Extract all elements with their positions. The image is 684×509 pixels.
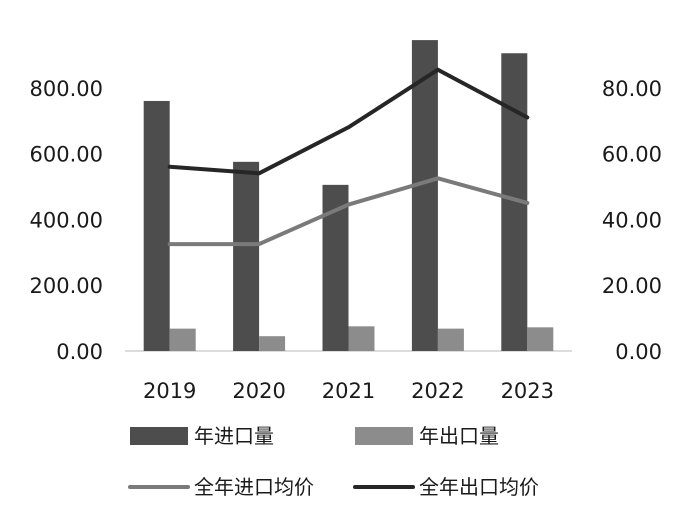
x-tick-label: 2019 bbox=[143, 379, 196, 403]
bar bbox=[348, 326, 375, 351]
x-tick-label: 2022 bbox=[411, 379, 464, 403]
bar bbox=[143, 100, 170, 352]
bar bbox=[259, 336, 286, 351]
legend-label: 年进口量 bbox=[194, 424, 274, 448]
left-tick-label: 400.00 bbox=[30, 208, 103, 232]
left-tick-label: 0.00 bbox=[56, 340, 103, 364]
bar bbox=[527, 327, 554, 351]
bar bbox=[169, 328, 196, 351]
x-tick-label: 2023 bbox=[501, 379, 554, 403]
left-axis-ticks: 0.00 200.00 400.00 600.00 800.00 bbox=[30, 77, 103, 364]
x-tick-label: 2020 bbox=[232, 379, 285, 403]
x-axis-ticks: 2019 2020 2021 2022 2023 bbox=[143, 379, 554, 403]
bars bbox=[143, 40, 554, 352]
right-tick-label: 40.00 bbox=[602, 208, 662, 232]
bar bbox=[437, 328, 464, 351]
right-axis-ticks: 0.00 20.00 40.00 60.00 80.00 bbox=[602, 77, 662, 364]
left-tick-label: 800.00 bbox=[30, 77, 103, 101]
bar bbox=[411, 40, 438, 351]
lines bbox=[167, 67, 530, 247]
right-tick-label: 80.00 bbox=[602, 77, 662, 101]
legend-label: 全年出口均价 bbox=[419, 475, 539, 499]
x-tick-label: 2021 bbox=[322, 379, 375, 403]
legend-label: 年出口量 bbox=[419, 424, 499, 448]
legend-swatch bbox=[355, 427, 413, 445]
right-tick-label: 20.00 bbox=[602, 274, 662, 298]
left-tick-label: 200.00 bbox=[30, 274, 103, 298]
right-tick-label: 0.00 bbox=[615, 340, 662, 364]
left-tick-label: 600.00 bbox=[30, 143, 103, 167]
series-line bbox=[167, 67, 530, 176]
bar bbox=[233, 161, 260, 351]
legend-swatch bbox=[130, 427, 188, 445]
legend-label: 全年进口均价 bbox=[194, 475, 314, 499]
series-line bbox=[167, 176, 530, 247]
right-tick-label: 60.00 bbox=[602, 143, 662, 167]
